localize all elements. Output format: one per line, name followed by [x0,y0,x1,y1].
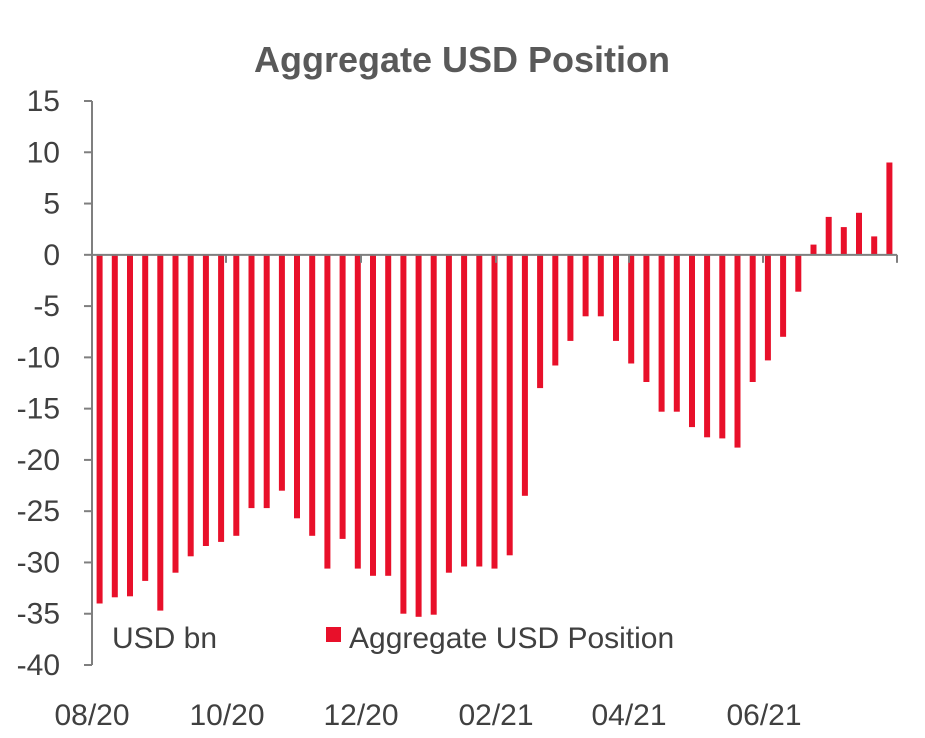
bar [187,254,194,557]
bar [491,254,498,569]
bar [613,254,619,341]
bar [339,254,346,539]
bar [172,254,179,573]
bar [764,254,771,361]
bar [278,254,285,491]
bar [537,254,544,389]
y-tick-label: 0 [43,239,60,272]
bar [506,254,513,556]
bar [233,254,240,536]
bar [248,254,255,509]
bar [400,254,407,614]
bar [719,254,726,439]
bar [780,254,787,337]
bar [309,254,316,536]
bar [461,254,468,567]
bar [218,254,225,542]
y-tick-labels: 15 10 5 0 -5 -10 -15 -20 -25 -30 -35 -40 [17,85,60,682]
bar [597,254,604,317]
y-tick-label: 10 [27,136,60,169]
bar [840,227,847,255]
legend: Aggregate USD Position [326,622,674,655]
bar [689,254,695,428]
bar [111,254,118,598]
bar [552,254,559,366]
axes-group [84,100,898,666]
bar [628,254,635,364]
y-tick-label: 15 [27,85,60,118]
bar [825,216,832,255]
bar [886,162,893,255]
y-tick-label: -30 [17,547,60,580]
bar [856,212,862,255]
bar [445,254,452,573]
bar [370,254,376,576]
bar [324,254,331,569]
bar [704,254,711,438]
bar [658,254,665,412]
legend-label: Aggregate USD Position [349,622,674,655]
bars-group [96,162,893,617]
bar [385,254,392,576]
y-tick-label: -5 [33,290,60,323]
bar [415,254,422,617]
bar [202,254,209,547]
bar [294,254,300,519]
bar [795,254,802,292]
bar [749,254,756,382]
unit-label: USD bn [112,622,217,655]
bar [96,254,103,604]
y-tick-label: -25 [17,495,60,528]
x-tick-label: 04/21 [591,699,666,732]
x-tick-label: 02/21 [458,699,533,732]
x-tick-label: 08/20 [54,699,129,732]
bar [157,254,164,611]
y-tick-label: 5 [43,188,60,221]
x-tick-label: 10/20 [189,699,264,732]
x-tick-label: 12/20 [323,699,398,732]
bar [734,254,741,448]
y-tick-label: -15 [17,393,60,426]
y-tick-label: -35 [17,598,60,631]
bar [430,254,437,615]
bar [476,254,483,567]
bar [810,244,817,255]
bar [142,254,149,581]
bar [582,254,589,317]
bar [127,254,133,597]
y-tick-label: -40 [17,649,60,682]
bar [567,254,574,341]
bar [521,254,528,496]
y-tick-label: -20 [17,444,60,477]
bar [673,254,680,412]
bar [354,254,361,569]
x-tick-label: 06/21 [726,699,801,732]
bar [643,254,650,382]
x-tick-labels: 08/20 10/20 12/20 02/21 04/21 06/21 [54,699,801,732]
chart-title: Aggregate USD Position [254,39,670,80]
bar [871,236,878,255]
y-tick-label: -10 [17,341,60,374]
bar [263,254,270,509]
legend-swatch [326,627,341,642]
